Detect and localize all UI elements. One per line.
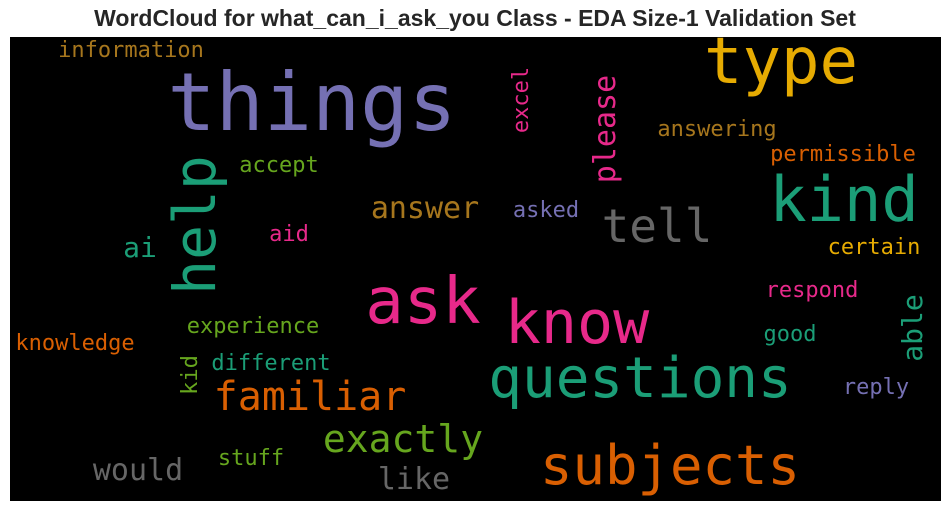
- word-information: information: [58, 38, 204, 63]
- word-stuff: stuff: [217, 446, 285, 471]
- word-tell: tell: [601, 199, 713, 253]
- word-able: able: [896, 294, 929, 362]
- word-asked: asked: [512, 198, 580, 223]
- chart-title: WordCloud for what_can_i_ask_you Class -…: [94, 5, 856, 31]
- word-different: different: [211, 351, 331, 376]
- word-know: know: [504, 288, 650, 358]
- word-experience: experience: [186, 314, 320, 339]
- word-please: please: [588, 74, 623, 184]
- word-questions: questions: [488, 346, 792, 411]
- word-ask: ask: [365, 265, 481, 339]
- word-certain: certain: [827, 235, 921, 260]
- word-excel: excel: [509, 66, 534, 134]
- word-things: things: [167, 56, 457, 149]
- word-help: help: [161, 155, 229, 295]
- word-permissible: permissible: [770, 142, 916, 167]
- word-cloud-canvas: things type kind help tell ask know questions su…: [10, 37, 941, 501]
- word-accept: accept: [239, 153, 319, 178]
- word-like: like: [377, 462, 451, 497]
- word-would: would: [92, 453, 184, 488]
- word-familiar: familiar: [213, 374, 407, 420]
- word-exactly: exactly: [322, 417, 484, 461]
- word-type: type: [703, 37, 859, 99]
- word-reply: reply: [842, 375, 910, 400]
- word-answer: answer: [370, 191, 480, 226]
- word-answering: answering: [657, 117, 777, 142]
- word-aid: aid: [269, 222, 309, 247]
- word-kind: kind: [769, 163, 919, 236]
- word-kid: kid: [178, 355, 203, 395]
- word-knowledge: knowledge: [15, 331, 135, 356]
- word-subjects: subjects: [539, 434, 801, 497]
- word-good: good: [763, 322, 817, 347]
- word-ai: ai: [123, 231, 157, 264]
- word-respond: respond: [765, 278, 859, 303]
